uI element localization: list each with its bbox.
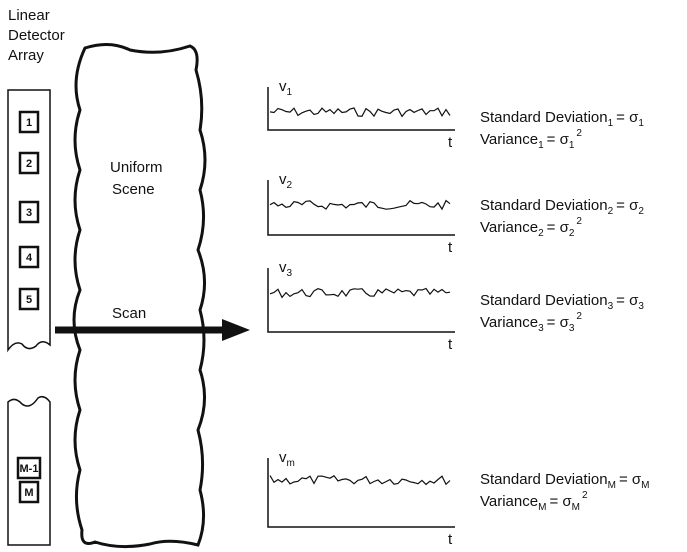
- y-axis-label: v3: [279, 259, 293, 279]
- var-subscript: M: [538, 502, 546, 513]
- y-axis-letter: v: [279, 78, 287, 95]
- detector-box: [18, 480, 40, 504]
- var-subscript: 3: [538, 323, 544, 334]
- scene: [72, 43, 207, 549]
- std-eq-subscript: 1: [638, 118, 644, 129]
- x-axis-label: t: [448, 336, 453, 353]
- y-axis-subscript: 1: [287, 87, 293, 98]
- std-equation: = σ: [619, 471, 642, 488]
- std-text: Standard Deviation2 = σ2: [480, 197, 644, 217]
- y-axis-subscript: 3: [287, 268, 293, 279]
- var-power: 2: [576, 311, 582, 322]
- y-axis-subscript: 2: [287, 180, 293, 191]
- var-label: Variance: [480, 131, 538, 148]
- std-label: Standard Deviation: [480, 197, 608, 214]
- std-eq-subscript: 2: [638, 206, 644, 217]
- scan-label: Scan: [112, 305, 146, 322]
- y-axis-label: vm: [279, 449, 295, 469]
- std-equation: = σ: [616, 109, 639, 126]
- var-eq-subscript: M: [572, 502, 580, 513]
- noise-signal: [269, 199, 451, 211]
- var-eq-subscript: 2: [569, 228, 575, 239]
- noise-signal: [269, 475, 451, 486]
- std-subscript: 2: [608, 206, 614, 217]
- var-subscript: 2: [538, 228, 544, 239]
- std-subscript: M: [608, 480, 616, 491]
- detector-box: [18, 287, 40, 311]
- detector-label: 5: [26, 294, 32, 306]
- var-equation: = σ: [547, 219, 570, 236]
- detector-label: 2: [26, 158, 32, 170]
- detector-box: [18, 245, 40, 269]
- var-label: Variance: [480, 219, 538, 236]
- std-text: Standard Deviation1 = σ1: [480, 109, 644, 129]
- x-axis-label: t: [448, 531, 453, 548]
- std-label: Standard Deviation: [480, 471, 608, 488]
- std-eq-subscript: 3: [638, 301, 644, 312]
- var-power: 2: [576, 128, 582, 139]
- axes: [267, 268, 455, 333]
- var-power: 2: [582, 490, 588, 501]
- var-equation: = σ: [547, 314, 570, 331]
- std-subscript: 1: [608, 118, 614, 129]
- var-power: 2: [576, 216, 582, 227]
- detector-label: 4: [26, 252, 33, 264]
- array-label: Detector: [8, 27, 65, 44]
- var-equation: = σ: [549, 493, 572, 510]
- y-axis-label: v2: [279, 171, 293, 191]
- var-eq-subscript: 3: [569, 323, 575, 334]
- detector-label: 3: [26, 207, 32, 219]
- var-text: VarianceM = σM2: [480, 490, 588, 513]
- x-axis-label: t: [448, 239, 453, 256]
- detector-label: 1: [26, 117, 32, 129]
- array-label: Array: [8, 47, 44, 64]
- detector-box: [16, 456, 42, 480]
- std-text: Standard Deviation3 = σ3: [480, 292, 644, 312]
- y-axis-label: v1: [279, 78, 293, 98]
- var-equation: = σ: [547, 131, 570, 148]
- x-axis-label: t: [448, 134, 453, 151]
- var-text: Variance3 = σ32: [480, 311, 582, 334]
- scene-label: Uniform: [110, 159, 163, 176]
- std-label: Standard Deviation: [480, 292, 608, 309]
- y-axis-letter: v: [279, 259, 287, 276]
- scan-arrowhead: [222, 319, 250, 341]
- var-text: Variance1 = σ12: [480, 128, 582, 151]
- std-eq-subscript: M: [641, 480, 649, 491]
- detector-box: [18, 151, 40, 175]
- var-subscript: 1: [538, 140, 544, 151]
- var-label: Variance: [480, 314, 538, 331]
- std-label: Standard Deviation: [480, 109, 608, 126]
- detector-box: [18, 110, 40, 134]
- scene-label: Scene: [112, 181, 155, 198]
- axes: [267, 458, 455, 528]
- axes: [267, 87, 455, 131]
- var-eq-subscript: 1: [569, 140, 575, 151]
- noise-signal: [269, 287, 451, 299]
- axes: [267, 180, 455, 236]
- std-equation: = σ: [616, 292, 639, 309]
- detector-box: [18, 200, 40, 224]
- y-axis-letter: v: [279, 449, 287, 466]
- noise-signal: [269, 107, 451, 118]
- std-subscript: 3: [608, 301, 614, 312]
- var-text: Variance2 = σ22: [480, 216, 582, 239]
- y-axis-subscript: m: [287, 458, 295, 469]
- array-label: Linear: [8, 7, 50, 24]
- std-text: Standard DeviationM = σM: [480, 471, 649, 491]
- detector-label: M: [24, 487, 33, 499]
- y-axis-letter: v: [279, 171, 287, 188]
- var-label: Variance: [480, 493, 538, 510]
- detector-label: M-1: [20, 463, 39, 475]
- std-equation: = σ: [616, 197, 639, 214]
